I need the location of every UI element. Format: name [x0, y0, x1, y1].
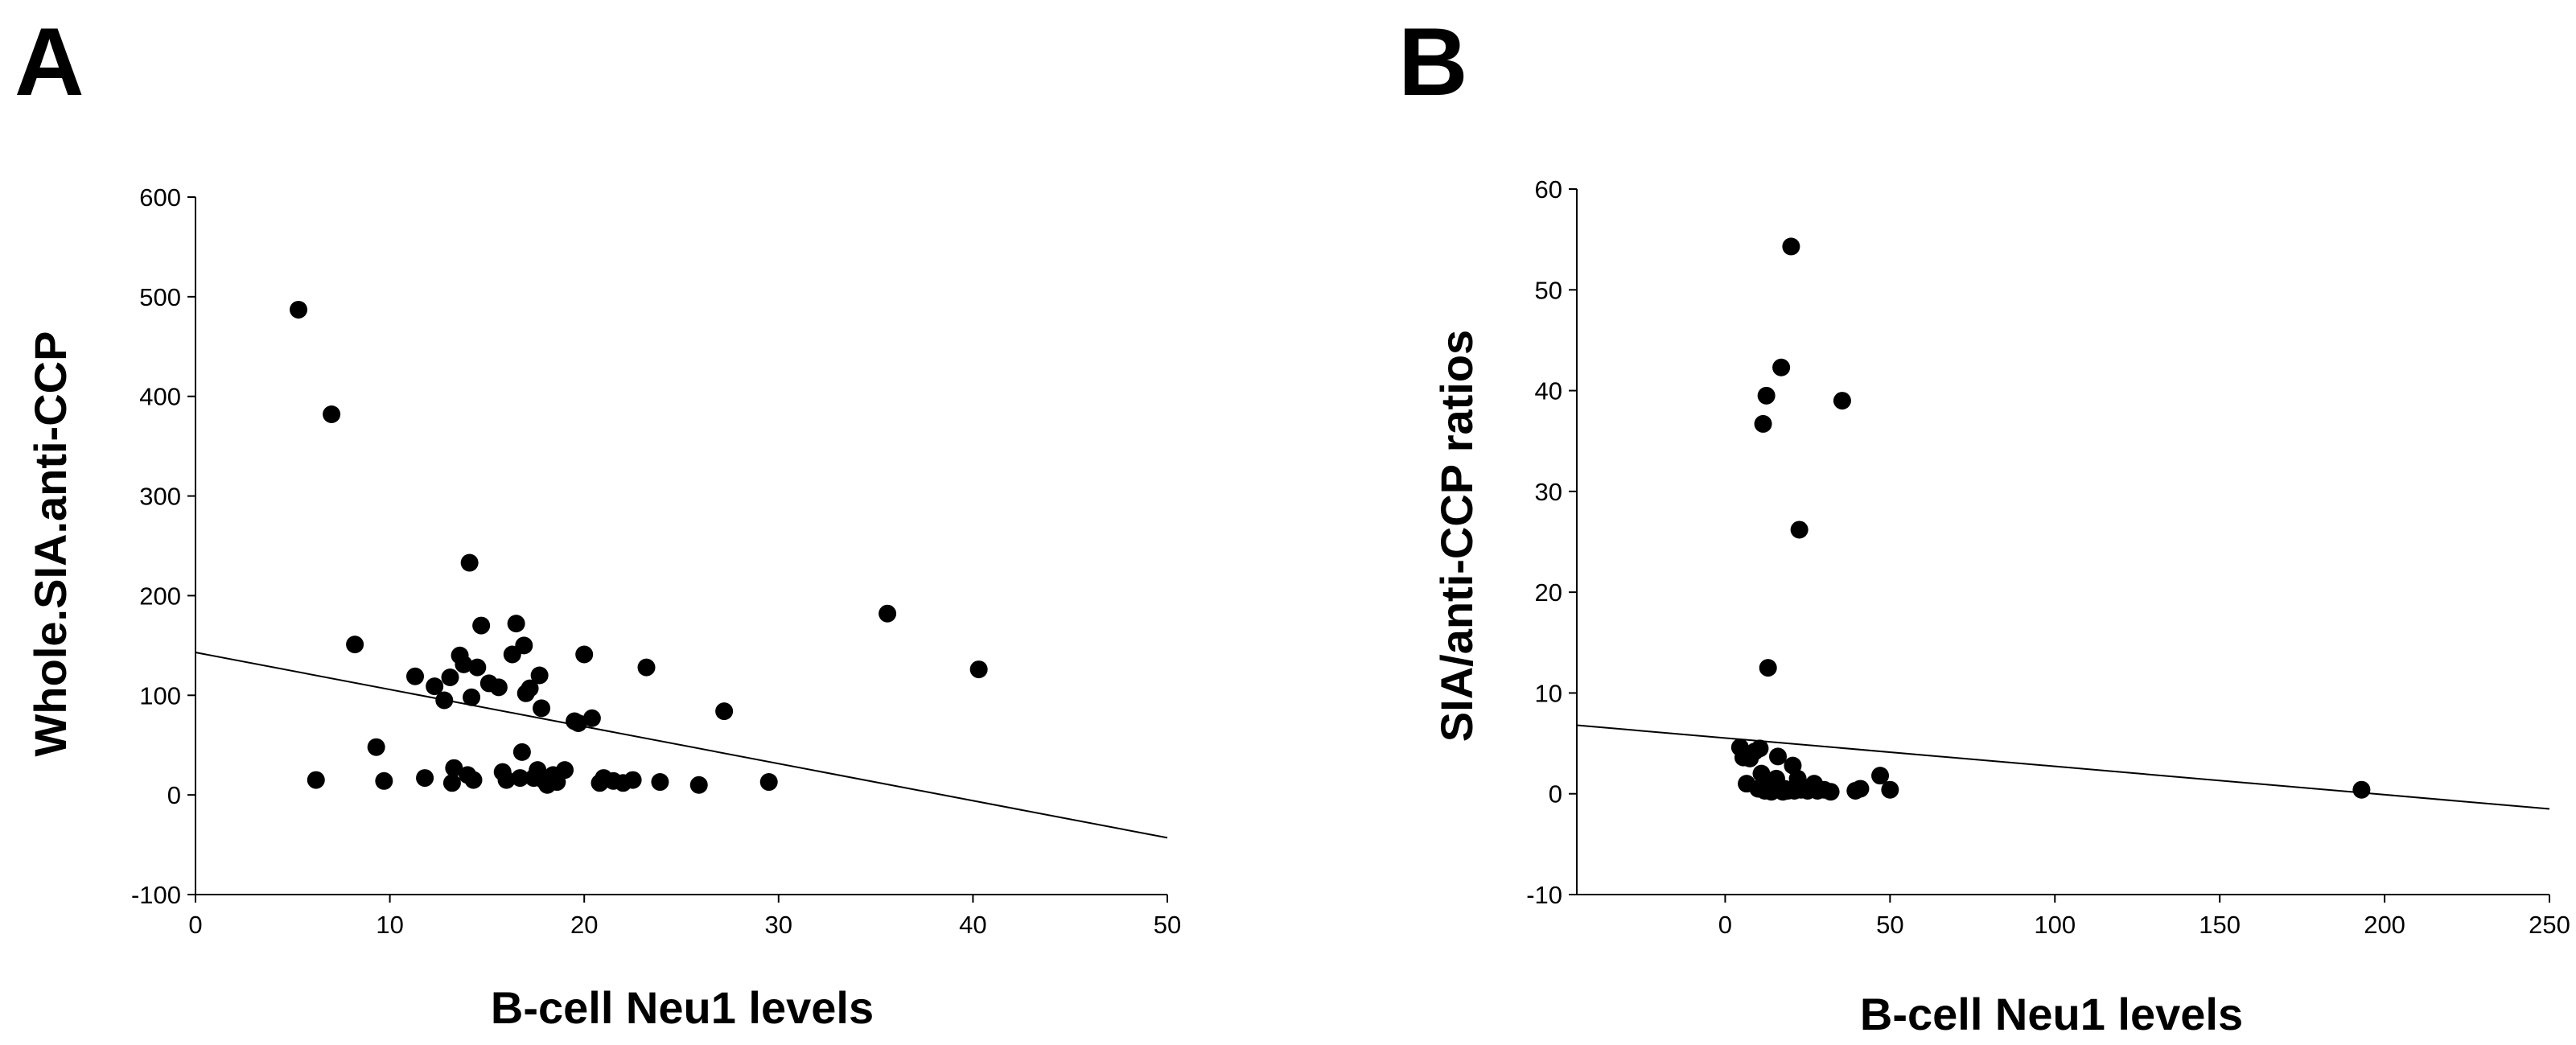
panel-b-x-tick-label: 150	[2199, 911, 2241, 939]
panel-a-data-point	[463, 688, 481, 706]
panel-a-y-tick-label: 100	[139, 681, 181, 710]
panel-a-data-point	[406, 667, 425, 685]
panel-a-data-point	[515, 636, 533, 655]
panel-b-y-tick-label: 40	[1535, 377, 1562, 405]
panel-a-data-point	[323, 405, 341, 424]
panel-a-data-point	[455, 655, 473, 673]
panel-a-x-tick-label: 10	[376, 911, 403, 939]
panel-b-data-point	[1851, 780, 1870, 798]
panel-a-data-point	[290, 300, 308, 319]
panel-a-x-tick-label: 0	[188, 911, 202, 939]
panel-b-y-tick-label: 60	[1535, 175, 1562, 204]
panel-a-data-point	[569, 714, 587, 732]
panel-b-x-tick-label: 0	[1718, 911, 1732, 939]
panel-a-x-tick-label: 40	[959, 911, 986, 939]
panel-a-data-point	[511, 769, 529, 788]
panel-a-y-tick-label: 400	[139, 383, 181, 411]
panel-b-y-tick-label: 10	[1535, 679, 1562, 707]
panel-a-y-tick-label: 500	[139, 283, 181, 311]
panel-a-chart: A B-cell Neu1 levels Whole.SIA.anti-CCP …	[14, 8, 1181, 1033]
panel-a-x-tick-label: 50	[1154, 911, 1181, 939]
panel-a-data-point	[507, 615, 525, 633]
panel-a-data-point	[575, 645, 594, 664]
panel-a-data-point	[307, 771, 325, 789]
panel-a-data-point	[715, 702, 734, 721]
panel-a-data-point	[460, 553, 479, 572]
panel-b-chart: B B-cell Neu1 levels SIA/anti-CCP ratios…	[1398, 8, 2570, 1039]
panel-b-y-tick-label: 30	[1535, 478, 1562, 506]
panel-a-y-tick-label: 300	[139, 483, 181, 511]
panel-a-data-point	[530, 666, 549, 685]
panel-b-data-point	[1821, 783, 1840, 801]
panel-a-x-tick-label: 30	[765, 911, 792, 939]
panel-a-data-point	[346, 636, 364, 654]
panel-b-data-point	[1759, 659, 1777, 677]
panel-a-y-axis-title: Whole.SIA.anti-CCP	[25, 331, 76, 757]
panel-a-y-tick-label: -100	[131, 881, 181, 909]
panel-a-data-point	[441, 668, 459, 686]
panel-b-data-point	[2352, 780, 2371, 799]
panel-b-x-tick-label: 200	[2364, 911, 2405, 939]
panel-b-y-tick-label: -10	[1526, 881, 1562, 909]
panel-b-x-tick-label: 100	[2034, 911, 2076, 939]
panel-a-data-point	[464, 771, 483, 789]
panel-b-data-point	[1782, 237, 1800, 256]
panel-a-y-tick-label: 200	[139, 582, 181, 610]
panel-b-data-point	[1754, 414, 1772, 433]
panel-b-data-point	[1833, 392, 1851, 410]
panel-b-data-point	[1751, 739, 1769, 758]
panel-a-data-point	[759, 773, 778, 792]
panel-a-data-point	[489, 678, 508, 697]
panel-a-data-point	[556, 761, 574, 780]
panel-a-data-point	[375, 771, 393, 790]
panel-b-label: B	[1398, 8, 1468, 116]
panel-a-data-point	[689, 776, 708, 794]
panel-a-data-point	[582, 709, 601, 727]
panel-b-data-point	[1757, 386, 1776, 405]
panel-a-data-point	[533, 699, 551, 718]
panel-a-trend-line	[195, 652, 1168, 839]
panel-b-data-point	[1881, 780, 1899, 799]
panel-b-y-tick-label: 50	[1535, 276, 1562, 304]
panel-b-data-point	[1772, 358, 1791, 376]
panel-b-y-axis-title: SIA/anti-CCP ratios	[1431, 330, 1482, 742]
panel-a-label: A	[14, 8, 84, 116]
panel-a-data-point	[442, 774, 461, 792]
panel-a-x-axis-title: B-cell Neu1 levels	[491, 982, 874, 1033]
panel-b-trend-line	[1576, 724, 2550, 810]
panel-a-data-point	[468, 658, 487, 677]
panel-b-x-tick-label: 250	[2529, 911, 2570, 939]
panel-b-data-point	[1871, 767, 1890, 785]
panel-a-y-tick-label: 600	[139, 183, 181, 212]
panel-b-y-tick-label: 20	[1535, 578, 1562, 607]
panel-b-y-tick-label: 0	[1549, 780, 1562, 808]
panel-a-data-point	[521, 679, 539, 697]
panel-a-y-tick-label: 0	[167, 781, 181, 809]
panel-b-data-point	[1790, 520, 1809, 539]
panel-a-data-point	[472, 616, 491, 635]
panel-b-data-point	[1768, 747, 1787, 766]
panel-a-x-tick-label: 20	[570, 911, 598, 939]
panel-a-data-point	[367, 738, 385, 756]
panel-a-data-point	[426, 677, 444, 696]
panel-a-data-point	[445, 759, 463, 777]
panel-a-data-point	[497, 771, 516, 789]
panel-a-data-point	[969, 660, 988, 679]
panel-b-x-axis-title: B-cell Neu1 levels	[1860, 989, 2243, 1039]
panel-a-data-point	[637, 658, 656, 677]
panel-a-data-point	[879, 604, 897, 623]
panel-a-data-point	[435, 691, 454, 710]
panel-a-data-point	[651, 773, 669, 792]
panel-a-data-point	[416, 769, 434, 788]
panel-a-data-point	[512, 743, 531, 761]
panel-a-data-point	[623, 771, 642, 789]
panel-b-x-tick-label: 50	[1876, 911, 1903, 939]
